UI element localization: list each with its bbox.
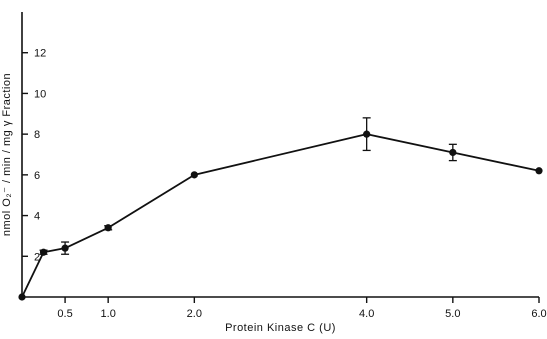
x-tick-label: 6.0: [531, 308, 546, 320]
x-tick-label: 2.0: [187, 308, 202, 320]
data-point: [449, 148, 457, 157]
x-tick-label: 0.5: [57, 308, 72, 320]
x-tick-label: 4.0: [359, 308, 374, 320]
data-point: [190, 171, 198, 179]
y-axis-label: nmol O₂⁻ / min / mg γ Fraction: [1, 73, 13, 236]
data-point: [18, 293, 26, 301]
data-point: [61, 244, 69, 252]
series-line: [21, 133, 540, 298]
data-point: [535, 167, 543, 175]
chart-series: [18, 117, 543, 301]
chart-ticks: 0.5 1.0 2.0 4.0 5.0 6.0 2 4 6 8 10 12: [22, 48, 547, 320]
x-tick-label: 1.0: [101, 308, 116, 320]
y-tick-label: 10: [34, 88, 46, 100]
data-point: [39, 248, 48, 256]
data-point: [363, 130, 371, 138]
y-tick-label: 8: [34, 129, 40, 141]
y-tick-label: 2: [34, 251, 40, 263]
x-axis-label: Protein Kinase C (U): [225, 322, 336, 334]
y-tick-label: 4: [34, 211, 40, 223]
data-point: [104, 224, 112, 232]
y-tick-label: 6: [34, 170, 40, 182]
y-tick-label: 12: [34, 48, 46, 60]
x-tick-label: 5.0: [445, 308, 460, 320]
